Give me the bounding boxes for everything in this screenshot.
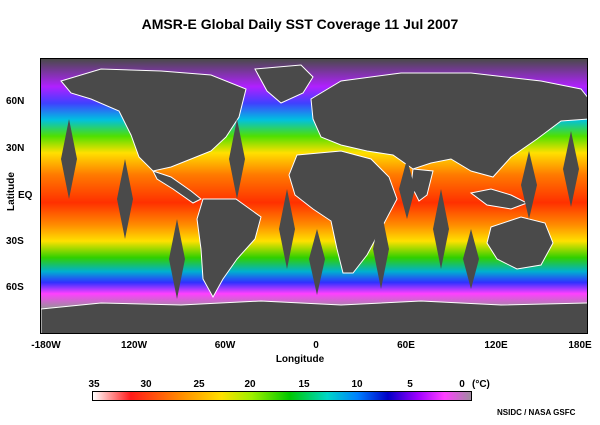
lon-tick-120w: 120W <box>120 340 148 351</box>
land-masses <box>41 64 587 333</box>
lon-tick-0: 0 <box>313 340 319 351</box>
colorbar-unit: (°C) <box>472 379 490 390</box>
y-axis-title: Latitude <box>5 172 17 211</box>
colorbar-tick-30: 30 <box>140 379 152 390</box>
colorbar-tick-20: 20 <box>244 379 256 390</box>
sst-map <box>40 58 588 334</box>
lon-tick-60e: 60E <box>397 340 415 351</box>
lat-tick-eq: EQ <box>18 190 33 201</box>
lon-tick-60w: 60W <box>214 340 236 351</box>
colorbar-tick-5: 5 <box>407 379 413 390</box>
colorbar-tick-35: 35 <box>88 379 100 390</box>
colorbar-tick-0: 0 <box>459 379 465 390</box>
sst-colorbar <box>92 391 472 401</box>
sst-map-graphic <box>41 59 587 333</box>
lat-tick-30s: 30S <box>6 236 24 247</box>
lat-tick-60s: 60S <box>6 282 24 293</box>
swath-gaps <box>61 119 579 299</box>
map-title: AMSR-E Global Daily SST Coverage 11 Jul … <box>141 16 459 32</box>
lon-tick-180w: -180W <box>31 340 61 351</box>
credit-text: NSIDC / NASA GSFC <box>497 408 576 417</box>
colorbar-tick-10: 10 <box>351 379 363 390</box>
colorbar-tick-15: 15 <box>298 379 310 390</box>
lon-tick-120e: 120E <box>484 340 508 351</box>
lat-tick-60n: 60N <box>6 96 25 107</box>
x-axis-title: Longitude <box>275 354 325 365</box>
lon-tick-180e: 180E <box>568 340 592 351</box>
lat-tick-30n: 30N <box>6 143 25 154</box>
colorbar-tick-25: 25 <box>193 379 205 390</box>
